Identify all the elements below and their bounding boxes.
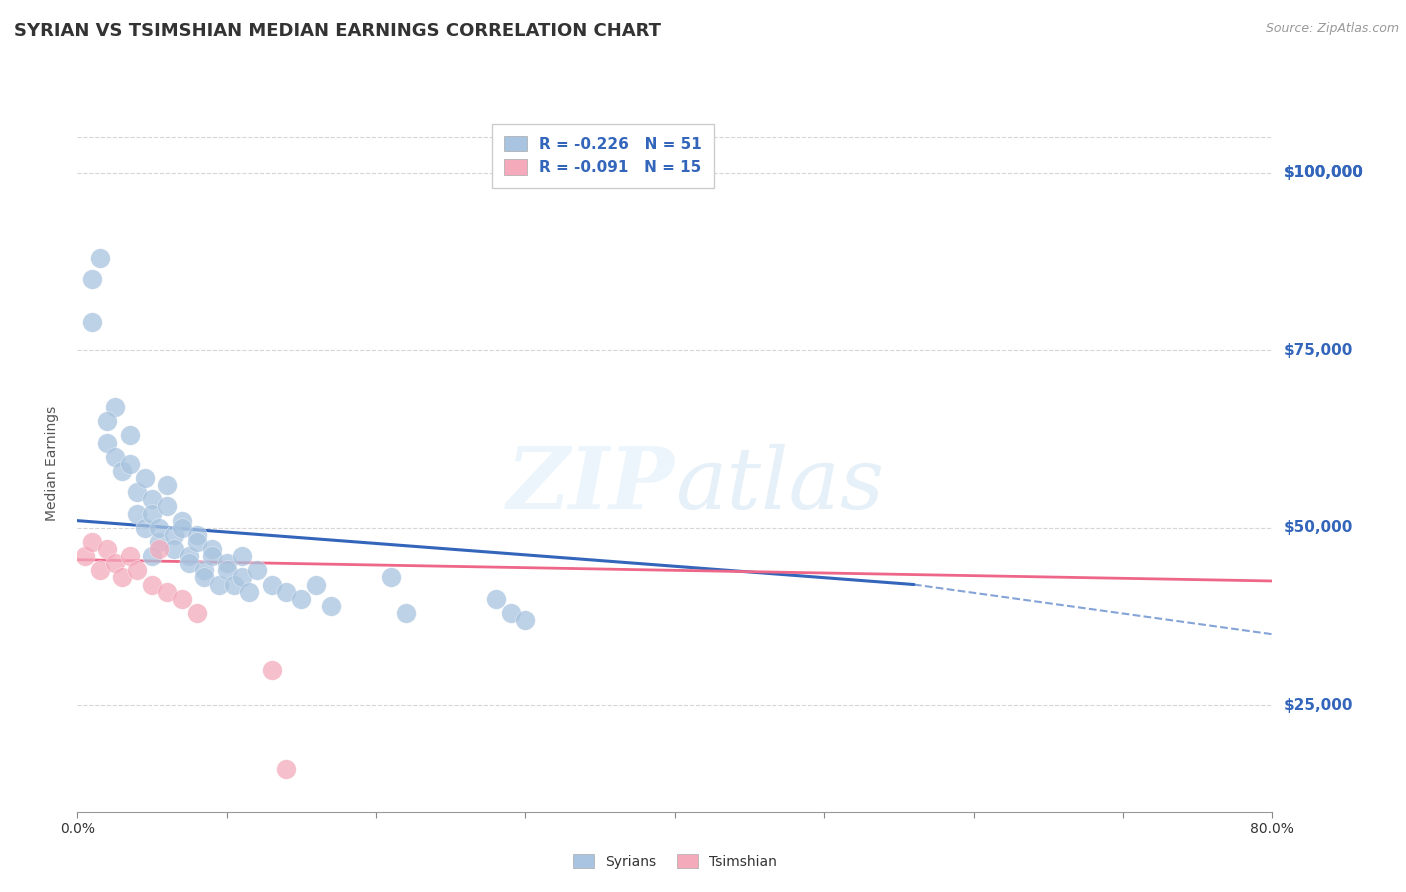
Point bbox=[201, 542, 224, 557]
Point bbox=[380, 570, 402, 584]
Text: $100,000: $100,000 bbox=[1284, 165, 1364, 180]
Point bbox=[141, 507, 163, 521]
Legend: Syrians, Tsimshian: Syrians, Tsimshian bbox=[568, 848, 782, 874]
Point bbox=[82, 272, 104, 286]
Point bbox=[260, 663, 283, 677]
Point bbox=[246, 563, 269, 577]
Point bbox=[215, 563, 238, 577]
Point bbox=[141, 549, 163, 563]
Point bbox=[118, 549, 141, 563]
Point bbox=[186, 535, 208, 549]
Y-axis label: Median Earnings: Median Earnings bbox=[45, 406, 59, 522]
Text: $75,000: $75,000 bbox=[1284, 343, 1353, 358]
Text: $100,000: $100,000 bbox=[1284, 165, 1364, 180]
Point bbox=[118, 457, 141, 471]
Text: ZIP: ZIP bbox=[508, 443, 675, 526]
Point bbox=[238, 584, 260, 599]
Point bbox=[118, 428, 141, 442]
Point bbox=[111, 464, 134, 478]
Point bbox=[148, 542, 170, 557]
Point bbox=[305, 577, 328, 591]
Point bbox=[127, 563, 149, 577]
Point bbox=[208, 577, 231, 591]
Point bbox=[395, 606, 418, 620]
Point bbox=[156, 478, 179, 492]
Point bbox=[134, 521, 156, 535]
Point bbox=[290, 591, 312, 606]
Point bbox=[104, 450, 127, 464]
Point bbox=[276, 584, 298, 599]
Point bbox=[148, 535, 170, 549]
Point bbox=[89, 563, 111, 577]
Point bbox=[276, 762, 298, 776]
Point bbox=[163, 528, 186, 542]
Point bbox=[111, 570, 134, 584]
Point bbox=[89, 251, 111, 265]
Point bbox=[73, 549, 96, 563]
Point bbox=[321, 599, 343, 613]
Point bbox=[148, 521, 170, 535]
Point bbox=[104, 556, 127, 570]
Point bbox=[127, 485, 149, 500]
Point bbox=[82, 315, 104, 329]
Point bbox=[515, 613, 537, 627]
Point bbox=[231, 570, 253, 584]
Point bbox=[163, 542, 186, 557]
Point bbox=[179, 549, 201, 563]
Point bbox=[127, 507, 149, 521]
Text: $50,000: $50,000 bbox=[1284, 520, 1353, 535]
Point bbox=[134, 471, 156, 485]
Point bbox=[231, 549, 253, 563]
Point bbox=[499, 606, 522, 620]
Point bbox=[186, 528, 208, 542]
Point bbox=[170, 514, 193, 528]
Point bbox=[141, 492, 163, 507]
Point bbox=[170, 521, 193, 535]
Point bbox=[193, 563, 215, 577]
Text: Source: ZipAtlas.com: Source: ZipAtlas.com bbox=[1265, 22, 1399, 36]
Point bbox=[104, 400, 127, 414]
Point bbox=[96, 414, 118, 428]
Text: atlas: atlas bbox=[675, 443, 884, 526]
Point bbox=[156, 500, 179, 514]
Point bbox=[485, 591, 508, 606]
Point bbox=[82, 535, 104, 549]
Point bbox=[170, 591, 193, 606]
Point bbox=[141, 577, 163, 591]
Point bbox=[96, 435, 118, 450]
Point bbox=[215, 556, 238, 570]
Point bbox=[224, 577, 246, 591]
Point bbox=[260, 577, 283, 591]
Text: SYRIAN VS TSIMSHIAN MEDIAN EARNINGS CORRELATION CHART: SYRIAN VS TSIMSHIAN MEDIAN EARNINGS CORR… bbox=[14, 22, 661, 40]
Point bbox=[156, 584, 179, 599]
Point bbox=[193, 570, 215, 584]
Point bbox=[201, 549, 224, 563]
Text: $25,000: $25,000 bbox=[1284, 698, 1353, 713]
Point bbox=[179, 556, 201, 570]
Point bbox=[186, 606, 208, 620]
Point bbox=[96, 542, 118, 557]
